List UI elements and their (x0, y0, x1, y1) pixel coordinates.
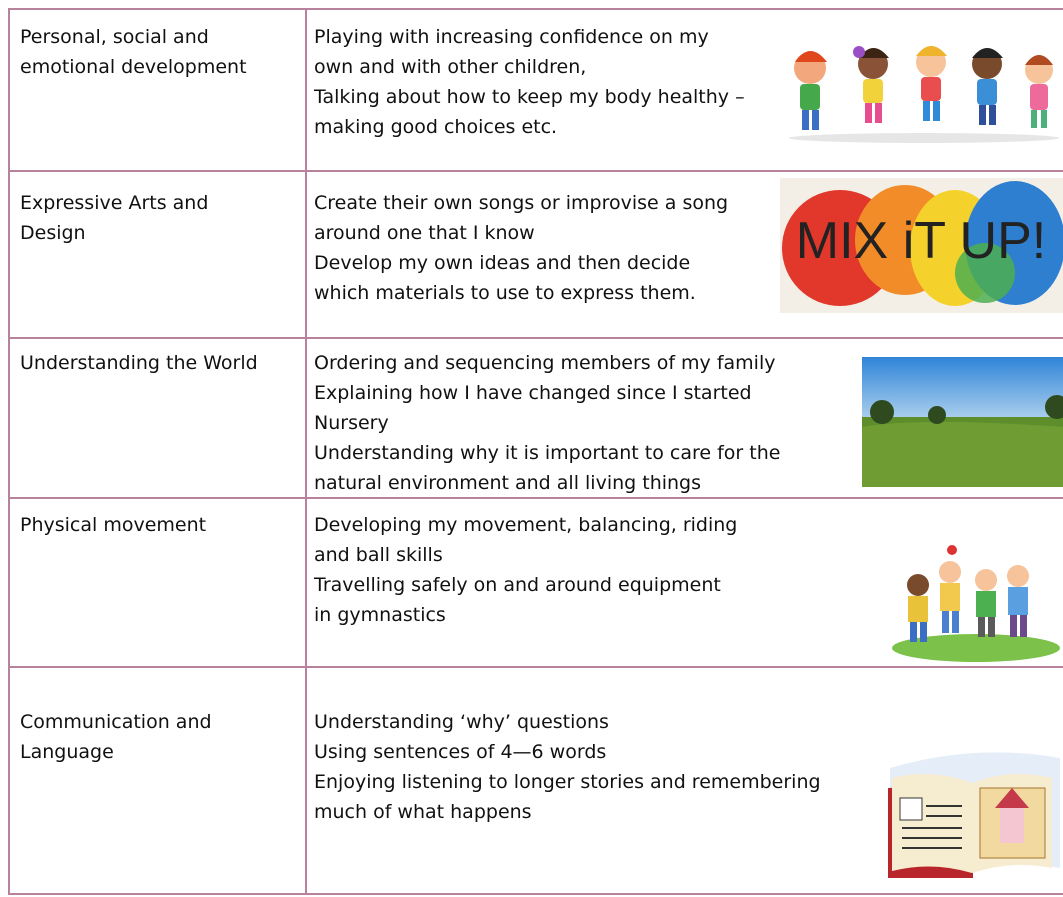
area-label: Communication and (20, 711, 212, 733)
description-line: natural environment and all living thing… (314, 472, 702, 494)
children-playing-image (892, 545, 1060, 662)
column-divider (305, 8, 307, 895)
description-line: Understanding ‘why’ questions (314, 711, 609, 733)
area-label: Language (20, 741, 114, 763)
description-line: in gymnastics (314, 604, 446, 626)
description-line: Using sentences of 4—6 words (314, 741, 607, 763)
description-cell: Ordering and sequencing members of my fa… (314, 348, 780, 498)
table-row: Communication and Language Understanding ‘… (8, 666, 1063, 897)
area-cell: Understanding the World (20, 348, 258, 378)
table-row: Physical movement Developing my movement,… (8, 497, 1063, 668)
area-cell: Communication and Language (20, 707, 212, 767)
area-label: Design (20, 222, 86, 244)
area-cell: Personal, social and emotional developmen… (20, 22, 247, 82)
description-line: making good choices etc. (314, 116, 558, 138)
children-jumping-image (789, 46, 1059, 143)
area-label: emotional development (20, 56, 247, 78)
description-line: Understanding why it is important to car… (314, 442, 781, 464)
description-cell: Create their own songs or improvise a so… (314, 188, 728, 308)
image-text: MIX iT UP! (796, 212, 1046, 270)
area-label: Physical movement (20, 514, 207, 536)
area-label: Expressive Arts and (20, 192, 209, 214)
table-row: Expressive Arts and Design Create their ow… (8, 170, 1063, 339)
description-line: Enjoying listening to longer stories and… (314, 771, 821, 793)
description-line: and ball skills (314, 544, 443, 566)
description-line: Developing my movement, balancing, ridin… (314, 514, 738, 536)
table-border (8, 8, 10, 895)
table-row-border (8, 893, 1063, 895)
area-label: Understanding the World (20, 352, 258, 374)
description-line: Ordering and sequencing members of my fa… (314, 352, 776, 374)
description-line: Explaining how I have changed since I st… (314, 382, 752, 404)
area-cell: Physical movement (20, 510, 206, 540)
description-cell: Developing my movement, balancing, ridin… (314, 510, 737, 630)
paint-splash-image: MIX iT UP! (780, 178, 1063, 313)
storybook-image (888, 752, 1060, 878)
description-line: Develop my own ideas and then decide (314, 252, 691, 274)
landscape-image (862, 357, 1063, 487)
description-line: Playing with increasing confidence on my (314, 26, 709, 48)
description-line: which materials to use to express them. (314, 282, 696, 304)
description-cell: Understanding ‘why’ questions Using sente… (314, 707, 821, 827)
description-line: much of what happens (314, 801, 532, 823)
table-row: Personal, social and emotional developmen… (8, 8, 1063, 172)
description-line: around one that I know (314, 222, 535, 244)
table-row: Understanding the World Ordering and sequ… (8, 337, 1063, 499)
description-line: own and with other children, (314, 56, 587, 78)
description-line: Nursery (314, 412, 389, 434)
description-line: Travelling safely on and around equipmen… (314, 574, 721, 596)
area-label: Personal, social and (20, 26, 209, 48)
description-line: Create their own songs or improvise a so… (314, 192, 729, 214)
area-cell: Expressive Arts and Design (20, 188, 208, 248)
description-cell: Playing with increasing confidence on my… (314, 22, 745, 142)
description-line: Talking about how to keep my body health… (314, 86, 745, 108)
